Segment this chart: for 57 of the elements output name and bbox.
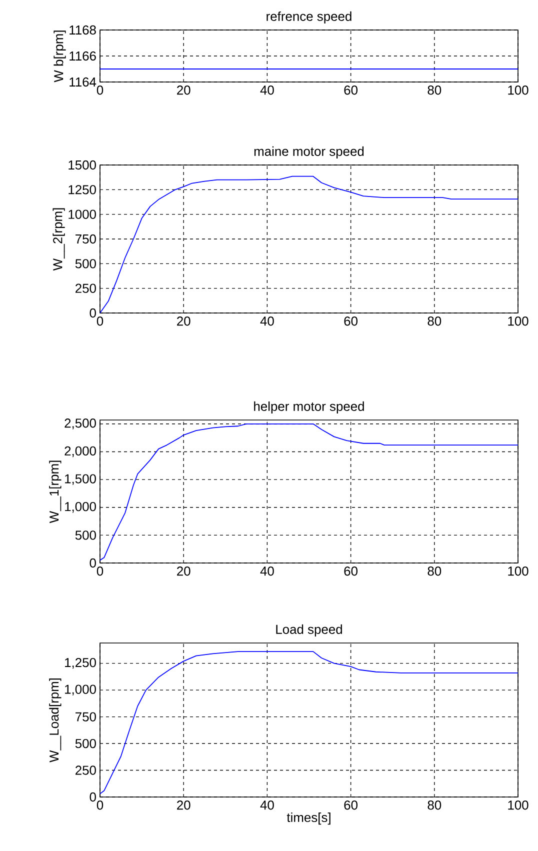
y-axis-title: W__1[rpm]: [49, 460, 62, 524]
y-tick-label: 0: [90, 558, 96, 568]
x-tick-label: 20: [177, 566, 190, 576]
x-tick-label: 80: [428, 800, 442, 810]
y-tick-label: 1,000: [65, 502, 96, 513]
x-tick-label: 80: [428, 86, 442, 95]
y-tick-label: 0: [90, 792, 96, 802]
x-tick-label: 40: [260, 566, 274, 576]
x-tick-label: 100: [508, 566, 528, 576]
y-tick-label: 1,000: [65, 684, 96, 696]
y-tick-label: 1168: [70, 25, 96, 35]
x-tick-label: 40: [260, 316, 274, 326]
x-tick-label: 80: [428, 566, 442, 576]
y-tick-label: 500: [75, 259, 96, 268]
y-tick-label: 500: [75, 738, 96, 748]
y-tick-label: 0: [90, 308, 96, 318]
x-tick-label: 60: [344, 566, 358, 576]
line-series: [100, 423, 518, 561]
x-tick-label: 0: [96, 800, 104, 810]
chart-title: maine motor speed: [254, 146, 364, 159]
x-tick-label: 0: [96, 86, 104, 95]
y-tick-label: 1250: [68, 185, 96, 194]
y-tick-label: 500: [75, 530, 96, 540]
y-tick-label: 750: [76, 712, 96, 722]
y-tick-label: 1500: [68, 160, 96, 170]
x-tick-label: 100: [508, 86, 528, 95]
x-axis-title: times[s]: [286, 812, 330, 825]
chart-title: Load speed: [276, 624, 342, 637]
chart-title: refrence speed: [266, 11, 352, 24]
x-tick-label: 100: [508, 316, 528, 326]
y-tick-label: 2,000: [64, 446, 96, 458]
y-tick-label: 750: [76, 234, 96, 244]
y-tick-label: 2,500: [64, 418, 96, 430]
x-tick-label: 40: [260, 86, 274, 95]
y-tick-label: 1,250: [65, 658, 96, 669]
x-tick-label: 100: [508, 800, 528, 810]
y-tick-label: 1000: [68, 210, 96, 219]
chart-title: helper motor speed: [254, 401, 364, 414]
y-tick-label: 1166: [70, 51, 96, 61]
y-tick-label: 250: [76, 766, 96, 775]
x-tick-label: 40: [260, 800, 274, 810]
x-tick-label: 20: [177, 86, 190, 95]
y-axis-title: W b[rpm]: [54, 30, 66, 82]
x-tick-label: 20: [177, 316, 190, 326]
x-tick-label: 20: [177, 800, 190, 810]
y-tick-label: 1,500: [65, 474, 96, 485]
x-tick-label: 0: [96, 316, 104, 326]
x-tick-label: 0: [96, 566, 104, 576]
y-tick-label: 1164: [70, 77, 96, 87]
x-tick-label: 60: [344, 86, 358, 95]
x-tick-label: 60: [344, 316, 358, 326]
x-tick-label: 60: [344, 800, 358, 810]
y-axis-title: W__Load[rpm]: [49, 678, 62, 762]
line-series: [100, 651, 518, 794]
x-tick-label: 80: [428, 316, 442, 326]
y-axis-title: W__2[rpm]: [52, 208, 65, 271]
y-tick-label: 250: [76, 284, 96, 293]
